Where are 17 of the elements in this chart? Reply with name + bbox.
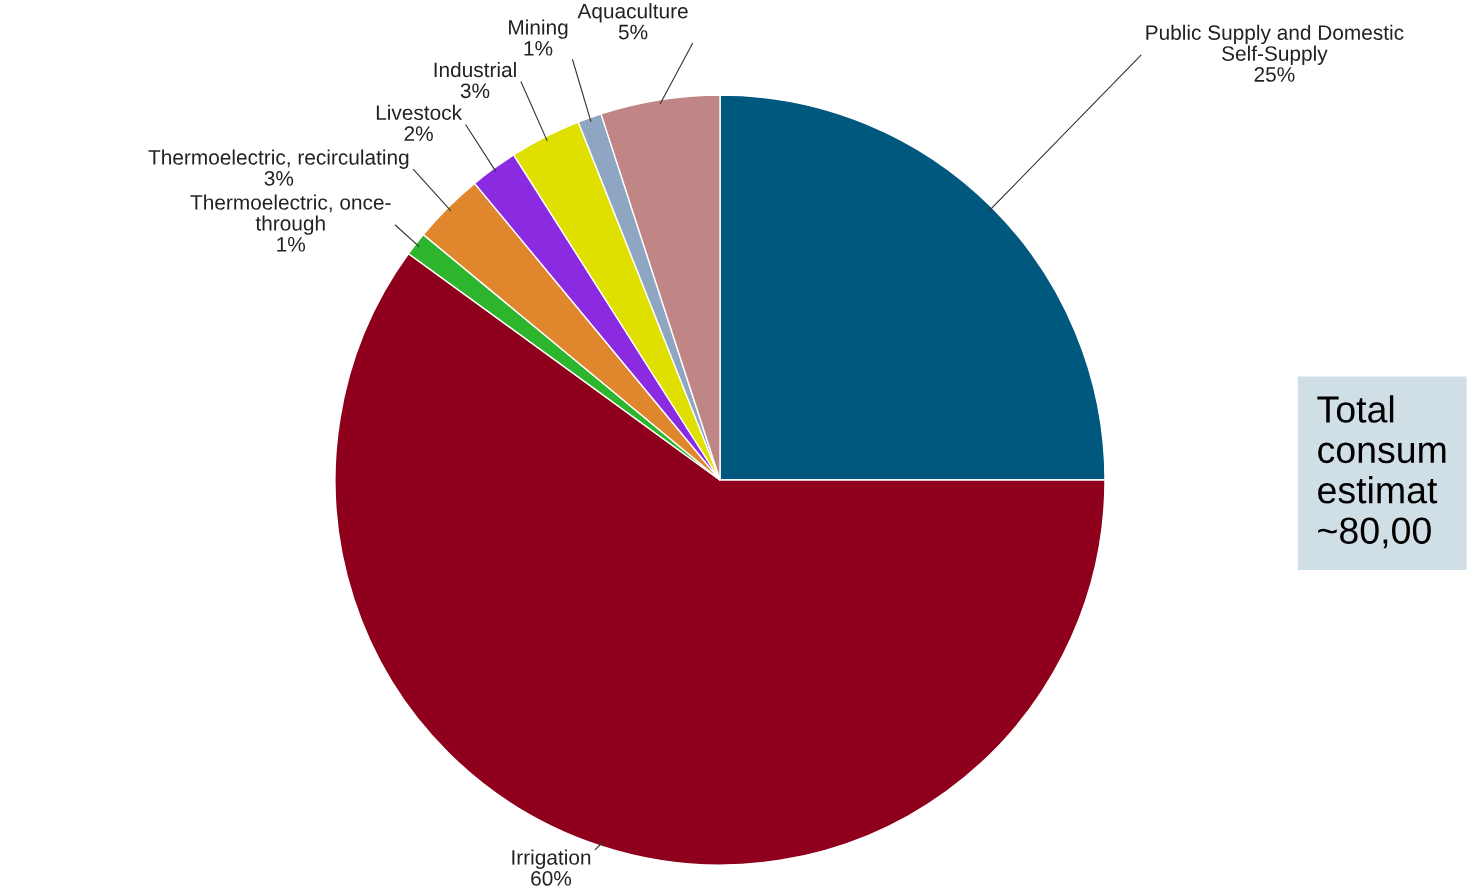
slice-label: Irrigation [512,849,591,869]
slice-label: Aquaculture [577,3,688,23]
text: Total consum estimat ~80,00 [1317,395,1446,549]
slice-label: Thermoelectric, once-through [190,194,391,235]
data-label: 1% [277,237,306,252]
slice-label: Thermoelectric, recirculating [148,149,409,169]
data-label: 5% [618,24,648,40]
slice-label: Industrial [434,61,516,78]
data-label: 1% [524,41,553,56]
data-label: 3% [460,83,490,99]
data-label: 25% [1254,67,1295,82]
data-label: 60% [531,871,572,886]
data-label: 2% [404,126,433,141]
data-label: 3% [264,170,294,186]
slice-label: Mining [509,19,568,39]
slice-label: Livestock [376,104,463,121]
slice-label: Public Supply and Domestic Self-Supply [1146,24,1404,66]
